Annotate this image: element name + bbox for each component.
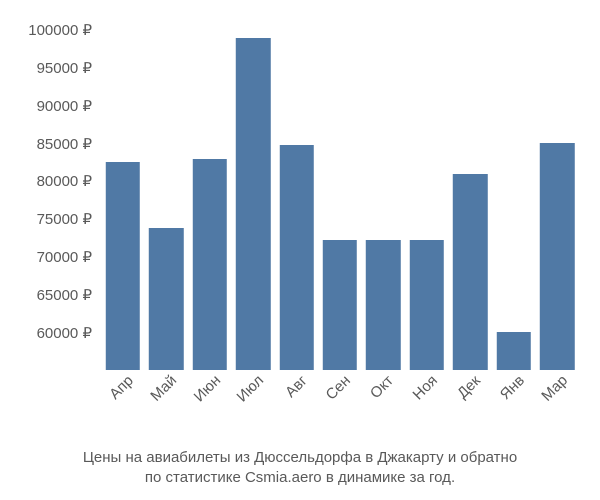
y-axis: 60000 ₽ 65000 ₽ 70000 ₽ 75000 ₽ 80000 ₽ 85000… xyxy=(0,10,96,370)
x-tick-label: Дек xyxy=(454,372,484,402)
x-label-slot: Сен xyxy=(321,374,358,434)
x-tick-label: Мар xyxy=(539,372,572,405)
bar xyxy=(497,332,531,370)
x-tick-label: Сен xyxy=(323,372,354,403)
x-axis: Апр Май Июн Июл Авг Сен Окт Ноя Дек Янв Мар xyxy=(100,374,580,434)
y-tick-label: 60000 ₽ xyxy=(37,324,92,342)
bar-slot xyxy=(147,10,184,370)
x-tick-label: Ноя xyxy=(410,372,441,403)
bar xyxy=(366,240,400,370)
y-tick-label: 75000 ₽ xyxy=(37,210,92,228)
y-tick-label: 95000 ₽ xyxy=(37,59,92,77)
x-tick-label: Июл xyxy=(234,372,268,406)
price-chart: 60000 ₽ 65000 ₽ 70000 ₽ 75000 ₽ 80000 ₽ 85000… xyxy=(0,10,600,440)
plot-area xyxy=(100,10,580,370)
bar xyxy=(323,240,357,370)
x-tick-label: Апр xyxy=(106,372,137,403)
bars-container xyxy=(100,10,580,370)
y-tick-label: 100000 ₽ xyxy=(28,21,92,39)
x-label-slot: Ноя xyxy=(408,374,445,434)
x-label-slot: Дек xyxy=(452,374,489,434)
x-label-slot: Окт xyxy=(365,374,402,434)
bar-slot xyxy=(365,10,402,370)
x-tick-label: Июн xyxy=(190,372,223,405)
x-tick-label: Май xyxy=(147,372,180,405)
bar xyxy=(105,162,139,370)
x-label-slot: Апр xyxy=(104,374,141,434)
x-tick-label: Авг xyxy=(282,372,311,401)
x-label-slot: Май xyxy=(147,374,184,434)
x-tick-label: Окт xyxy=(367,372,397,402)
y-tick-label: 70000 ₽ xyxy=(37,248,92,266)
bar-slot xyxy=(191,10,228,370)
bar xyxy=(410,240,444,370)
bar-slot xyxy=(495,10,532,370)
x-label-slot: Янв xyxy=(495,374,532,434)
bar-slot xyxy=(278,10,315,370)
y-tick-label: 90000 ₽ xyxy=(37,97,92,115)
bar xyxy=(540,143,574,370)
x-label-slot: Мар xyxy=(539,374,576,434)
bar-slot xyxy=(104,10,141,370)
bar-slot xyxy=(321,10,358,370)
bar-slot xyxy=(408,10,445,370)
y-tick-label: 85000 ₽ xyxy=(37,135,92,153)
bar xyxy=(279,145,313,370)
bar-slot xyxy=(234,10,271,370)
y-tick-label: 65000 ₽ xyxy=(37,286,92,304)
x-label-slot: Июн xyxy=(191,374,228,434)
y-tick-label: 80000 ₽ xyxy=(37,172,92,190)
y-tick-label: 105000 ₽ xyxy=(28,0,92,1)
caption-line-1: Цены на авиабилеты из Дюссельдорфа в Джа… xyxy=(0,448,600,468)
bar-slot xyxy=(452,10,489,370)
bar xyxy=(236,38,270,370)
bar-slot xyxy=(539,10,576,370)
x-label-slot: Июл xyxy=(234,374,271,434)
x-tick-label: Янв xyxy=(497,372,528,403)
x-label-slot: Авг xyxy=(278,374,315,434)
chart-caption: Цены на авиабилеты из Дюссельдорфа в Джа… xyxy=(0,448,600,489)
bar xyxy=(192,159,226,370)
bar xyxy=(453,174,487,370)
caption-line-2: по статистике Csmia.aero в динамике за г… xyxy=(0,468,600,488)
bar xyxy=(149,228,183,370)
